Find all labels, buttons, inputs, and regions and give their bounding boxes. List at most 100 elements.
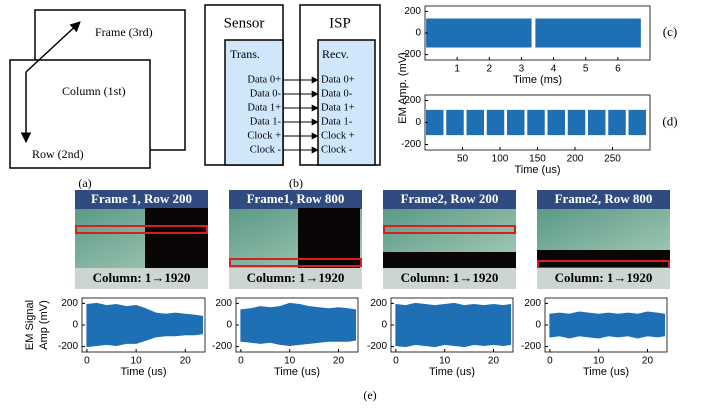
x-tick-label: 6 (615, 64, 621, 75)
y-tick-label: 200 (404, 6, 421, 17)
frame-header (537, 190, 670, 209)
x-tick-label: 20 (642, 356, 654, 367)
dark-region (145, 208, 208, 268)
signal-band (628, 109, 646, 136)
signal-band (486, 109, 505, 136)
y-tick-label: 0 (415, 117, 421, 128)
y-tick-label: -200 (401, 139, 421, 150)
row-label: Row (2nd) (32, 147, 84, 161)
x-tick-label: 0 (393, 356, 399, 367)
signal-band (426, 109, 444, 136)
dark-region (383, 252, 516, 268)
trans-label: Trans. (230, 47, 260, 61)
frame-title: Frame2, Row 800 (555, 191, 653, 206)
signal-label: Data 1- (321, 116, 353, 127)
signal-label: Data 0- (250, 88, 282, 99)
frame-title: Frame1, Row 800 (247, 191, 345, 206)
x-tick-label: 150 (529, 154, 546, 165)
isp-label: ISP (329, 15, 351, 31)
frame-title: Frame 1, Row 200 (91, 191, 192, 206)
y-tick-label: -200 (212, 341, 232, 352)
column-label: Column: 1→1920 (555, 270, 653, 285)
y-tick-label: -200 (521, 341, 541, 352)
signal-band (567, 109, 586, 136)
signals: Data 0+ Data 0+ Data 0- Data 0- Data 1+ Data … (247, 74, 354, 155)
signal-label: Clock + (321, 130, 355, 141)
y-tick-label: 200 (61, 298, 78, 309)
caption: (c) (663, 24, 677, 39)
x-axis-label: Time (us) (120, 366, 166, 378)
caption: (d) (662, 113, 677, 128)
signal-band (588, 109, 606, 136)
y-axis-label: EM Amp. (mV) (397, 52, 409, 124)
panel-b (204, 4, 381, 166)
x-tick-label: 2 (487, 64, 493, 75)
y-tick-label: 0 (72, 320, 78, 331)
y-tick-label: -200 (58, 341, 78, 352)
caption: (a) (78, 176, 91, 190)
frame-label: Frame (3rd) (95, 25, 153, 39)
x-tick-label: 3 (519, 64, 525, 75)
y-tick-label: 0 (226, 320, 232, 331)
column-band (75, 268, 208, 289)
signal-label: Data 1- (250, 116, 282, 127)
signal-label: Clock - (250, 144, 282, 155)
y-tick-label: -200 (367, 341, 387, 352)
signal-label: Data 0+ (321, 74, 355, 85)
x-tick-label: 0 (547, 356, 553, 367)
x-tick-label: 200 (567, 154, 584, 165)
frame-title: Frame2, Row 200 (401, 191, 499, 206)
signal-band (547, 109, 565, 136)
frames: Frame 1, Row 200 Column: 1→1920 Frame1, Ro… (75, 190, 670, 289)
x-tick-label: 10 (593, 356, 605, 367)
column-label: Column (1st) (62, 84, 126, 98)
column-band (383, 268, 516, 289)
y-tick-label: -200 (401, 49, 421, 60)
signal-label: Data 0- (321, 88, 353, 99)
x-tick-label: 10 (131, 356, 143, 367)
x-axis-label: Time (us) (429, 366, 475, 378)
row-highlight (229, 258, 362, 267)
x-tick-label: 100 (492, 154, 509, 165)
signal-band (466, 109, 484, 136)
x-tick-label: 20 (333, 356, 345, 367)
x-tick-label: 10 (439, 356, 451, 367)
signal-label: Clock - (321, 144, 353, 155)
x-tick-label: 10 (284, 356, 296, 367)
signal-band (527, 109, 545, 136)
signal-band (549, 311, 666, 339)
column-label: Column: 1→1920 (247, 270, 345, 285)
caption: (e) (363, 388, 376, 402)
y-tick-label: 0 (535, 320, 541, 331)
y-axis-label: EM Signal (24, 300, 36, 350)
y-axis-label: Amp (mV) (38, 300, 50, 350)
sensor-label: Sensor (224, 15, 265, 31)
y-tick-label: 0 (381, 320, 387, 331)
x-tick-label: 4 (551, 64, 557, 75)
x-tick-label: 1 (454, 64, 460, 75)
signal-band (395, 302, 512, 348)
column-label: Column: 1→1920 (401, 270, 499, 285)
frame-header (229, 190, 362, 209)
frame-header (75, 190, 208, 209)
x-tick-label: 5 (583, 64, 589, 75)
signal-label: Data 1+ (321, 102, 355, 113)
x-tick-label: 250 (604, 154, 621, 165)
signal-label: Data 0+ (247, 74, 281, 85)
x-tick-label: 20 (180, 356, 192, 367)
signal-band (507, 109, 525, 136)
x-axis-label: Time (us) (514, 164, 560, 176)
caption: (b) (289, 176, 303, 190)
signal-band (86, 302, 204, 348)
panel-a (9, 9, 186, 169)
signal-label: Data 1+ (247, 102, 281, 113)
x-tick-label: 0 (238, 356, 244, 367)
row-highlight (75, 225, 208, 234)
x-axis-label: Time (us) (583, 366, 629, 378)
x-tick-label: 50 (457, 154, 469, 165)
column-label: Column: 1→1920 (93, 270, 191, 285)
recv-label: Recv. (322, 47, 349, 61)
row-highlight (383, 225, 516, 234)
x-tick-label: 20 (488, 356, 500, 367)
